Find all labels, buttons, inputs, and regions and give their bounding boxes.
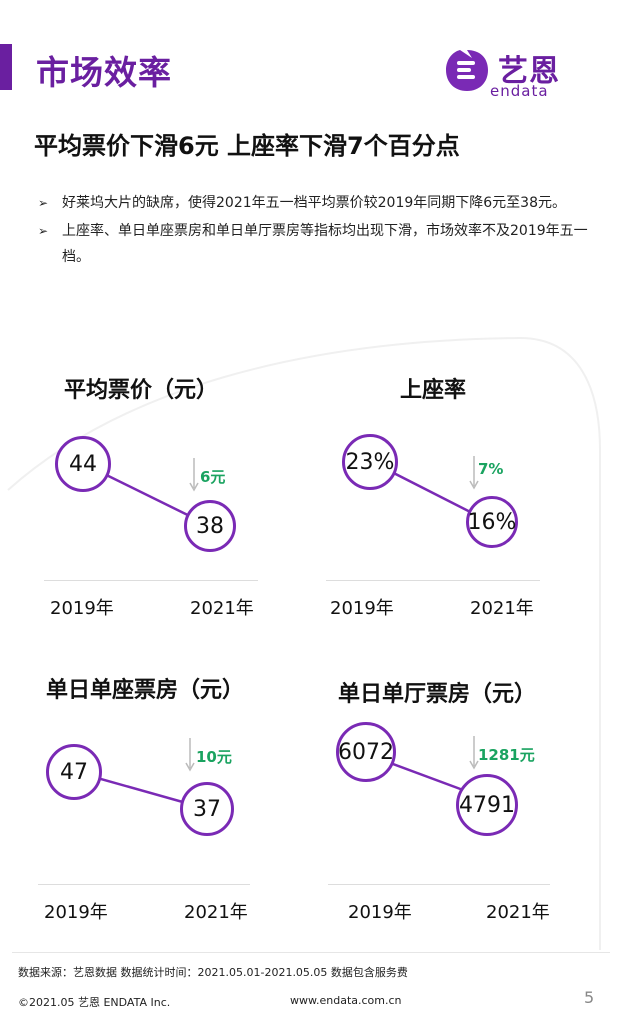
panel-per-hall-revenue: 单日单厅票房（元） 6072 4791 1281元 2019年 2021年 <box>300 670 600 950</box>
value-2019-circle: 47 <box>46 744 102 800</box>
drop-value: 6元 <box>200 468 226 486</box>
bullet-text: 上座率、单日单座票房和单日单厅票房等指标均出现下滑，市场效率不及2019年五一档… <box>62 223 588 265</box>
baseline <box>44 580 258 581</box>
logo-text-cn: 艺恩 <box>498 54 560 89</box>
value-2021-circle: 16% <box>466 496 518 548</box>
bullet-item: ➢ 好莱坞大片的缺席，使得2021年五一档平均票价较2019年同期下降6元至38… <box>38 190 598 216</box>
panel-title: 上座率 <box>400 378 467 403</box>
panel-per-seat-revenue: 单日单座票房（元） 47 37 10元 2019年 2021年 <box>18 670 318 950</box>
endata-logo: 艺恩 endata <box>442 44 592 100</box>
drop-value: 10元 <box>196 748 232 766</box>
down-arrow-icon <box>469 456 479 490</box>
footer-divider <box>12 952 610 953</box>
down-arrow-icon <box>469 736 479 770</box>
down-arrow-icon <box>185 738 195 772</box>
logo-mark-icon <box>446 50 488 91</box>
copyright: ©2021.05 艺恩 ENDATA Inc. <box>18 996 171 1009</box>
year-label: 2021年 <box>184 902 248 923</box>
year-label: 2021年 <box>470 598 534 619</box>
year-label: 2021年 <box>190 598 254 619</box>
accent-bar <box>0 44 12 90</box>
panel-title: 单日单厅票房（元） <box>338 682 537 707</box>
panel-title: 平均票价（元） <box>64 378 219 403</box>
panel-avg-price: 平均票价（元） 44 38 6元 2019年 2021年 <box>30 370 330 650</box>
data-source-note: 数据来源：艺恩数据 数据统计时间：2021.05.01-2021.05.05 数… <box>18 966 408 979</box>
arrow-bullet-icon: ➢ <box>38 196 49 210</box>
bullet-list: ➢ 好莱坞大片的缺席，使得2021年五一档平均票价较2019年同期下降6元至38… <box>38 190 598 272</box>
bullet-text: 好莱坞大片的缺席，使得2021年五一档平均票价较2019年同期下降6元至38元。 <box>62 195 566 211</box>
year-label: 2021年 <box>486 902 550 923</box>
value-2021-circle: 37 <box>180 782 234 836</box>
logo-text-en: endata <box>490 82 549 100</box>
arrow-bullet-icon: ➢ <box>38 224 49 238</box>
value-2019-circle: 23% <box>342 434 398 490</box>
website-link[interactable]: www.endata.com.cn <box>290 994 402 1007</box>
value-2021-circle: 38 <box>184 500 236 552</box>
panel-occupancy: 上座率 23% 16% 7% 2019年 2021年 <box>312 370 612 650</box>
value-2019-circle: 44 <box>55 436 111 492</box>
panel-title: 单日单座票房（元） <box>46 678 245 703</box>
bullet-item: ➢ 上座率、单日单座票房和单日单厅票房等指标均出现下滑，市场效率不及2019年五… <box>38 218 598 270</box>
year-label: 2019年 <box>330 598 394 619</box>
baseline <box>326 580 540 581</box>
down-arrow-icon <box>189 458 199 492</box>
year-label: 2019年 <box>348 902 412 923</box>
connector-line <box>365 752 491 802</box>
background-curve <box>7 336 601 950</box>
value-2021-circle: 4791 <box>456 774 518 836</box>
year-label: 2019年 <box>44 902 108 923</box>
year-label: 2019年 <box>50 598 114 619</box>
baseline <box>38 884 250 885</box>
section-title: 市场效率 <box>36 53 172 92</box>
headline: 平均票价下滑6元 上座率下滑7个百分点 <box>34 132 460 160</box>
page-number: 5 <box>584 988 595 1007</box>
drop-value: 1281元 <box>478 746 535 764</box>
value-2019-circle: 6072 <box>336 722 396 782</box>
drop-value: 7% <box>478 460 504 478</box>
baseline <box>328 884 550 885</box>
